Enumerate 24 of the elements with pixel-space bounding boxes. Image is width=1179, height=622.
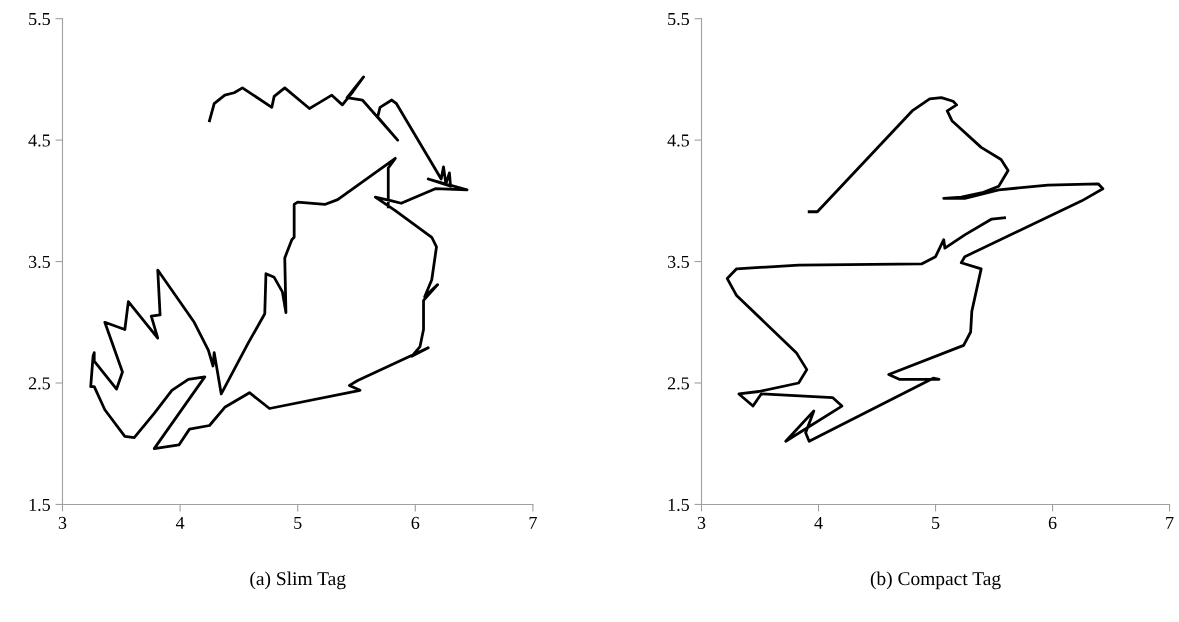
x-tick-label: 7 — [1166, 516, 1174, 529]
y-tick-label: 4.5 — [28, 134, 50, 147]
line-series — [89, 75, 469, 450]
y-tick-label: 3.5 — [28, 255, 50, 269]
y-tick-label: 5.5 — [668, 13, 689, 26]
y-tick-label: 2.5 — [667, 377, 689, 390]
x-tick-label: 7 — [529, 516, 537, 529]
x-axis-title: (a) Slim Tag — [250, 571, 346, 590]
x-tick-label: 4 — [814, 516, 823, 529]
x-tick-label: 4 — [175, 516, 185, 529]
y-tick-label: 4.5 — [667, 134, 689, 147]
x-tick-label: 5 — [932, 516, 940, 529]
y-tick-label: 2.5 — [28, 377, 50, 390]
line-series — [725, 96, 1105, 443]
y-tick-label: 3.5 — [667, 255, 689, 269]
x-axis-title: (b) Compact Tag — [870, 571, 1001, 590]
x-tick-label: 6 — [1048, 516, 1057, 529]
x-tick-label: 6 — [411, 516, 420, 529]
x-tick-label: 3 — [58, 516, 67, 529]
y-tick-label: 1.5 — [29, 498, 50, 511]
x-tick-label: 5 — [294, 516, 302, 529]
y-tick-label: 5.5 — [29, 13, 50, 26]
x-tick-label: 3 — [697, 516, 706, 529]
y-tick-label: 1.5 — [668, 498, 689, 511]
